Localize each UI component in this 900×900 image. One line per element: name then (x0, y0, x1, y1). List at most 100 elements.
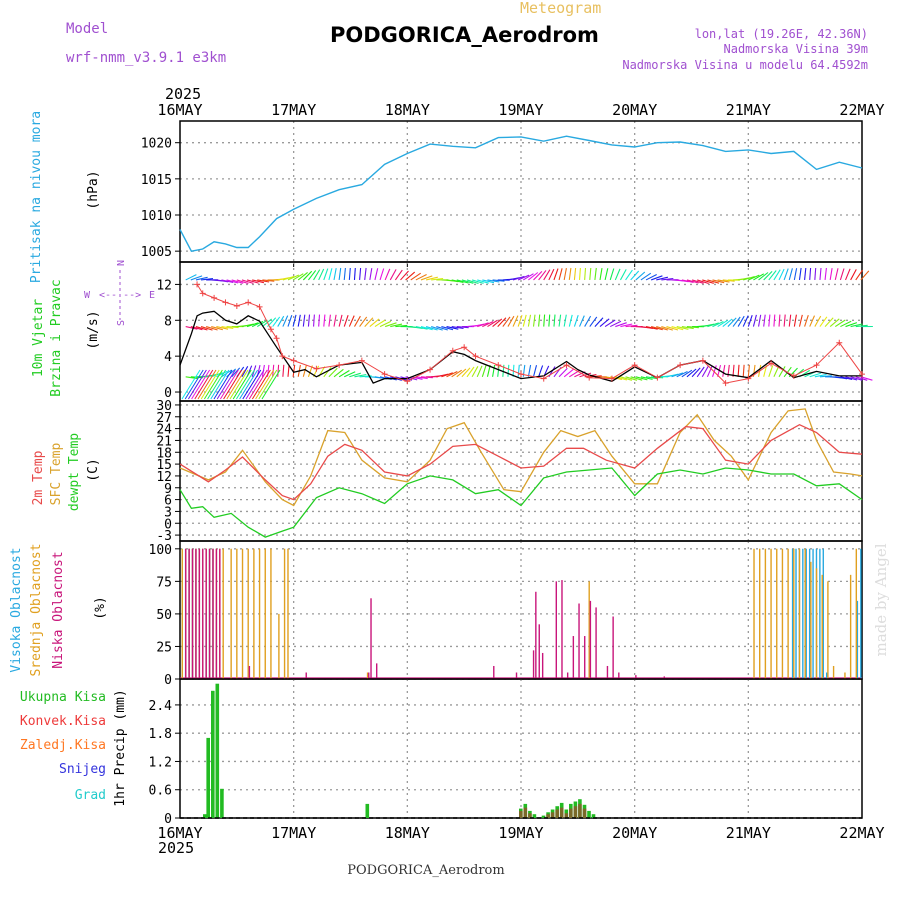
wind-arrow (302, 314, 306, 327)
wind-arrow (753, 273, 765, 281)
wind-gust-mark (790, 372, 797, 379)
wind-arrow (681, 279, 694, 283)
wind-arrow (282, 364, 285, 377)
wind-arrow (456, 279, 469, 284)
wind-arrow (384, 322, 397, 328)
wind-gust-mark (722, 380, 729, 387)
sfc-temp-line (179, 408, 863, 507)
wind-arrow (819, 267, 822, 280)
bottom-day-label: 18MAY (385, 824, 430, 842)
wind-arrow (318, 268, 325, 281)
wind-arrow (850, 376, 863, 381)
wind-arrow (798, 314, 803, 327)
cloud-high-ylabel: Visoka Oblacnost (9, 547, 24, 672)
wind-arrow (512, 315, 519, 327)
wind-arrow (712, 279, 725, 284)
temperature-frame (179, 400, 863, 542)
wind-hatch (203, 369, 223, 400)
wind-arrow (835, 376, 848, 380)
wind-arrow (758, 272, 769, 281)
wind-arrow (706, 365, 713, 378)
pressure-panel: 1005 1010 1015 1020 (141, 120, 863, 263)
wind-arrow (563, 267, 567, 281)
wind-arrow (226, 279, 239, 284)
wind-arrow (722, 364, 726, 377)
wind-arrow (651, 326, 663, 331)
wind-arrow (809, 372, 822, 378)
wind-arrow (349, 372, 361, 378)
wind-gust-mark (768, 360, 775, 367)
wind-arrow (850, 269, 857, 281)
wind-hatch (191, 369, 211, 400)
wind-arrow (359, 316, 368, 327)
wind-gust-mark (290, 357, 297, 364)
wind-hatch (261, 369, 281, 400)
wind-arrow (773, 269, 781, 281)
precip-panel: 0 0.6 1.2 1.8 2.4 (149, 678, 863, 827)
wind-arrow (364, 267, 367, 280)
wind-hatch (248, 369, 268, 400)
wind-arrow (390, 323, 403, 328)
temperature-ytick-label: 9 (164, 482, 172, 497)
wind-arrow (395, 324, 408, 328)
wind-arrow (451, 326, 464, 330)
clouds-panel: 0 25 50 75 100 (149, 540, 863, 688)
bottom-day-label: 17MAY (271, 824, 316, 842)
wind-gust-mark (859, 371, 865, 378)
wind-gust-mark (586, 374, 593, 381)
wind-arrow (686, 279, 699, 284)
wind-arrow (768, 314, 771, 327)
wind-arrow (246, 279, 259, 284)
top-day-label: 18MAY (385, 101, 430, 119)
wind-arrow (374, 268, 379, 281)
bottom-day-labels: 16MAY 17MAY 18MAY 19MAY 20MAY 21MAY 22MAY (157, 824, 884, 842)
wind-arrow (487, 279, 500, 283)
top-day-label: 20MAY (612, 101, 657, 119)
precip-ytick-label: 1.8 (149, 727, 172, 742)
wind-arrow (323, 268, 329, 281)
wind-arrow (522, 273, 534, 281)
bottom-day-label: 22MAY (839, 824, 884, 842)
wind-arrow (839, 268, 845, 281)
wind-arrow (532, 365, 538, 377)
wind-arrow (645, 326, 658, 330)
temperature-ytick-label: 15 (156, 458, 172, 473)
wind-arrow (845, 376, 858, 381)
wind-arrow (431, 326, 443, 331)
wind-hatch (235, 369, 255, 400)
pressure-ytick-label: 1005 (141, 245, 172, 260)
wind-arrow (758, 314, 762, 327)
wind-arrow (717, 319, 729, 328)
precip-total-bar (215, 683, 220, 818)
wind-arrow (855, 324, 868, 328)
wind-arrow (748, 274, 760, 281)
temperature-ytick-label: 21 (156, 434, 172, 449)
wind-arrow (589, 316, 598, 327)
wind-arrow (681, 326, 694, 330)
wind-arrow (507, 364, 510, 377)
wind-arrow (487, 319, 498, 328)
wind-arrow (763, 314, 766, 327)
wind-arrow (492, 279, 505, 282)
wind-arrow (338, 267, 342, 281)
wind-arrow (246, 322, 259, 328)
wind-gust-mark (279, 353, 286, 360)
wind-arrow (773, 314, 776, 327)
wind-arrow (824, 317, 834, 327)
wind-arrow (834, 319, 846, 328)
wind-arrow (185, 376, 198, 380)
wind-arrow (425, 326, 438, 331)
wind-arrow (359, 267, 362, 280)
wind-arrow (778, 366, 786, 378)
wind-arrow (584, 315, 592, 327)
wind-arrow (676, 326, 689, 330)
credit-label: made by Angel (872, 543, 890, 656)
wind-arrow (257, 279, 270, 283)
wind-arrow (205, 326, 218, 331)
wind-arrow (661, 326, 673, 331)
model-elevation-label: Nadmorska Visina u modelu 64.4592m (622, 58, 868, 72)
wind-hatch (255, 369, 275, 400)
wind-arrow (389, 269, 397, 281)
wind-arrow (302, 365, 307, 377)
wind-arrow (604, 319, 616, 328)
